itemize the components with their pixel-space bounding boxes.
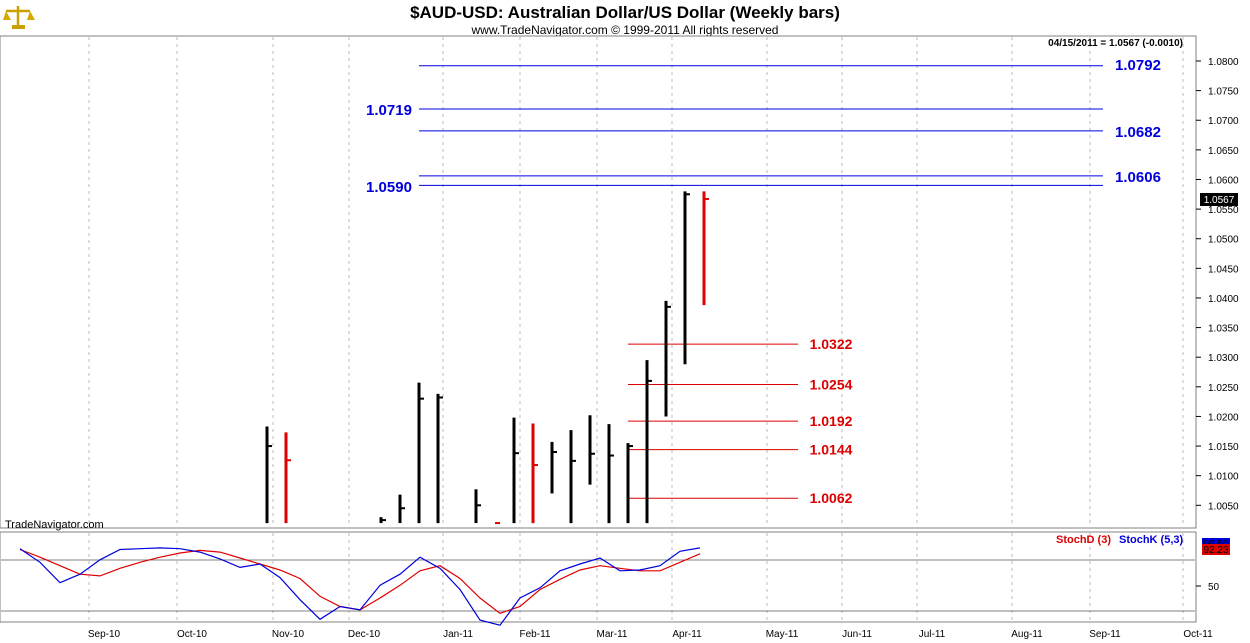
resistance-level-label: 1.0606: [1115, 169, 1161, 186]
last-price-label: 1.0567: [1204, 195, 1235, 206]
date-tick-label: Nov-10: [272, 629, 305, 640]
date-tick-label: Jan-11: [443, 629, 473, 640]
stochd-value-label: 92.23: [1203, 545, 1228, 556]
price-bars: [265, 191, 709, 525]
support-level-label: 1.0254: [810, 376, 853, 392]
date-tick-label: Oct-11: [1183, 629, 1213, 640]
price-panel: 1.0792 1.0719 1.0682 1.0606 1.0590 1.0322 1.02…: [0, 35, 1197, 529]
price-tick-label: 1.0400: [1208, 294, 1239, 305]
date-tick-label: Dec-10: [348, 629, 381, 640]
price-tick-label: 1.0200: [1208, 412, 1239, 423]
resistance-level-label: 1.0590: [366, 179, 412, 196]
date-tick-label: Sep-11: [1089, 629, 1121, 640]
price-tick-label: 1.0150: [1208, 442, 1239, 453]
support-level-label: 1.0192: [810, 413, 853, 429]
date-tick-label: May-11: [766, 629, 799, 640]
price-tick-label: 1.0550: [1208, 205, 1239, 216]
price-tick-label: 1.0350: [1208, 324, 1239, 335]
price-tick-label: 1.0100: [1208, 472, 1239, 483]
date-axis: Sep-10 Oct-10 Nov-10 Dec-10 Jan-11 Feb-11 Mar-…: [88, 629, 1213, 640]
date-tick-label: Jun-11: [842, 629, 872, 640]
resistance-level-label: 1.0792: [1115, 57, 1161, 74]
price-gridlines: [88, 37, 1184, 527]
support-level-label: 1.0322: [810, 336, 853, 352]
price-tick-label: 1.0800: [1208, 57, 1239, 68]
price-axis: 1.0050 1.0100 1.0150 1.0200 1.0250 1.0300 1.03…: [1196, 57, 1239, 512]
date-tick-label: Oct-10: [177, 629, 207, 640]
date-tick-label: Jul-11: [919, 629, 946, 640]
date-tick-label: Sep-10: [88, 629, 121, 640]
price-tick-label: 1.0750: [1208, 87, 1239, 98]
stochastic-panel: [0, 531, 1197, 626]
chart-title: $AUD-USD: Australian Dollar/US Dollar (W…: [410, 3, 840, 22]
stochastic-lines: [19, 547, 701, 626]
date-tick-label: Mar-11: [597, 629, 628, 640]
scales-logo-icon: [3, 4, 35, 30]
date-tick-label: Apr-11: [672, 629, 702, 640]
resistance-level-label: 1.0682: [1115, 124, 1161, 141]
support-level-label: 1.0062: [810, 490, 853, 506]
price-tick-label: 1.0450: [1208, 264, 1239, 275]
price-tick-label: 1.0050: [1208, 501, 1239, 512]
resistance-level-label: 1.0719: [366, 102, 412, 119]
price-tick-label: 1.0300: [1208, 353, 1239, 364]
last-price-marker: 1.0567: [1200, 193, 1238, 206]
stochastic-gridlines: [1, 533, 1195, 621]
price-tick-label: 1.0500: [1208, 235, 1239, 246]
stochastic-tick-label: 50: [1208, 582, 1220, 593]
chart-subtitle: www.TradeNavigator.com © 1999-2011 All r…: [471, 23, 779, 37]
stochd-value-box: [1202, 544, 1230, 555]
legend-stochd: StochD (3): [1056, 534, 1111, 546]
price-tick-label: 1.0650: [1208, 146, 1239, 157]
legend-stochk: StochK (5,3): [1119, 534, 1184, 546]
price-readout: 04/15/2011 = 1.0567 (-0.0010): [1048, 38, 1183, 49]
date-tick-label: Aug-11: [1011, 629, 1043, 640]
date-tick-label: Feb-11: [520, 629, 551, 640]
price-tick-label: 1.0700: [1208, 116, 1239, 127]
price-tick-label: 1.0600: [1208, 175, 1239, 186]
stochk-value-box: [1202, 538, 1230, 549]
stochk-line: [19, 547, 701, 626]
fibonacci-levels: 1.0792 1.0719 1.0682 1.0606 1.0590 1.0322 1.02…: [366, 57, 1161, 506]
price-tick-label: 1.0250: [1208, 383, 1239, 394]
support-level-label: 1.0144: [810, 442, 853, 458]
watermark-label: TradeNavigator.com: [5, 519, 104, 531]
